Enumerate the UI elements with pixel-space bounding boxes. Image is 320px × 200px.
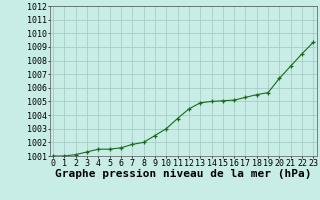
X-axis label: Graphe pression niveau de la mer (hPa): Graphe pression niveau de la mer (hPa): [55, 169, 311, 179]
